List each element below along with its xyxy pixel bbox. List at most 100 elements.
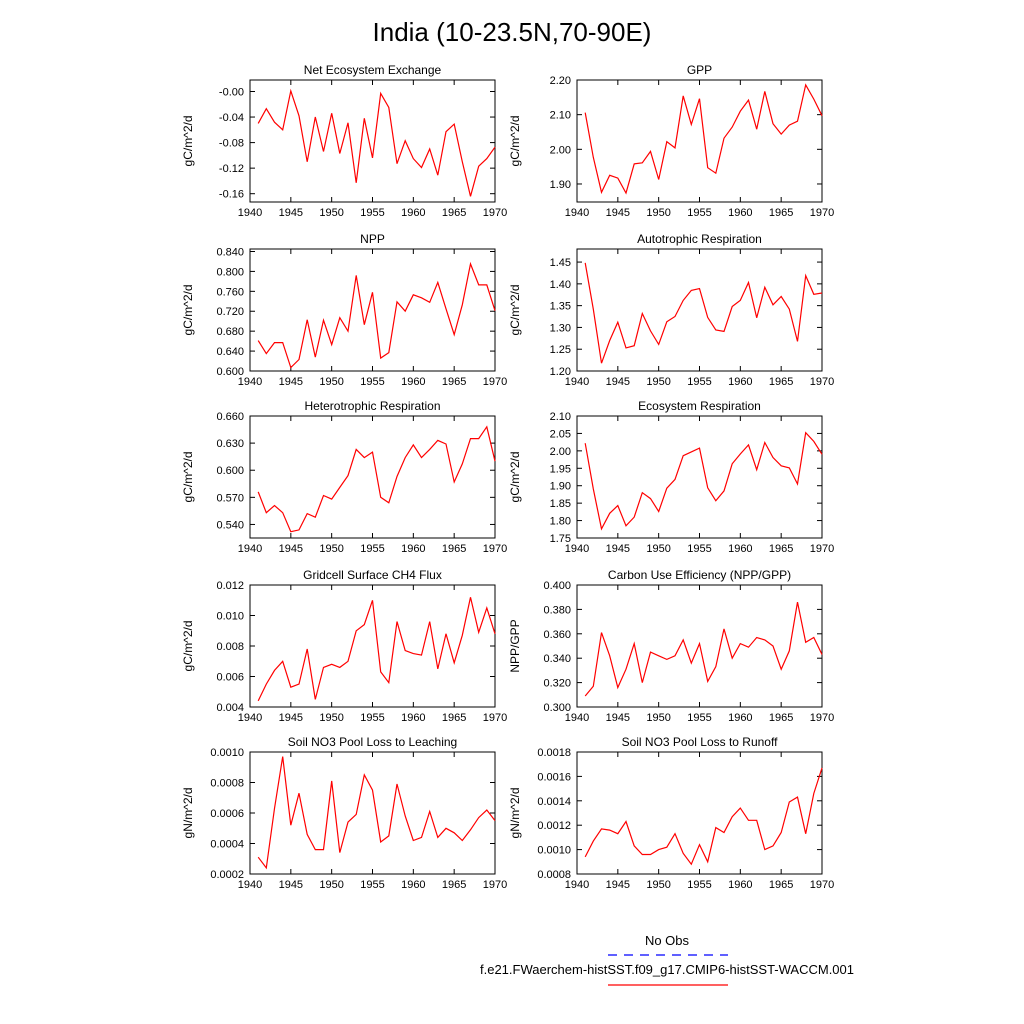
y-tick-label: 0.0004 xyxy=(210,839,244,851)
series-line-autotrophic-respiration xyxy=(584,262,823,364)
legend: No Obs f.e21.FWaerchem-histSST.f09_g17.C… xyxy=(480,933,854,986)
y-tick-label: 1.85 xyxy=(550,498,571,510)
y-tick-label: 2.00 xyxy=(550,144,571,156)
y-tick-label: 0.012 xyxy=(216,580,244,592)
y-tick-label: 0.760 xyxy=(216,286,244,298)
y-tick-label: -0.04 xyxy=(219,112,244,124)
x-tick-label: 1945 xyxy=(606,712,630,724)
x-tick-label: 1945 xyxy=(606,543,630,555)
x-tick-label: 1970 xyxy=(483,207,507,219)
x-tick-label: 1965 xyxy=(442,543,466,555)
y-tick-label: 0.0008 xyxy=(537,869,571,881)
panel-net-ecosystem-exchange: Net Ecosystem Exchange 1940 1945 1950 1955 19… xyxy=(181,63,507,219)
x-tick-label: 1940 xyxy=(565,543,589,555)
x-tick-label: 1940 xyxy=(238,712,262,724)
x-tick-label: 1950 xyxy=(646,543,670,555)
panel-ecosystem-respiration: Ecosystem Respiration 1940 1945 1950 1955 196… xyxy=(508,399,834,555)
panel-title: Net Ecosystem Exchange xyxy=(304,63,442,77)
panel-carbon-use-efficiency-npp-gpp: Carbon Use Efficiency (NPP/GPP) 1940 1945 1… xyxy=(508,568,834,724)
series-line-net-ecosystem-exchange xyxy=(257,88,496,197)
x-tick-label: 1970 xyxy=(483,376,507,388)
y-tick-label: 0.720 xyxy=(216,306,244,318)
x-tick-label: 1960 xyxy=(728,207,752,219)
x-tick-label: 1970 xyxy=(483,712,507,724)
x-tick-label: 1960 xyxy=(401,543,425,555)
x-tick-label: 1970 xyxy=(810,376,834,388)
y-axis-label: gC/m^2/d xyxy=(508,285,522,336)
y-tick-label: 0.006 xyxy=(216,672,244,684)
x-tick-label: 1955 xyxy=(687,712,711,724)
y-tick-label: 0.0008 xyxy=(210,778,244,790)
y-tick-label: 0.010 xyxy=(216,611,244,623)
y-tick-label: -0.12 xyxy=(219,163,244,175)
x-tick-label: 1955 xyxy=(360,543,384,555)
series-line-gridcell-surface-ch4-flux xyxy=(257,597,496,702)
x-tick-label: 1955 xyxy=(687,207,711,219)
x-tick-label: 1970 xyxy=(810,207,834,219)
y-tick-label: 0.640 xyxy=(216,346,244,358)
series-line-soil-no3-pool-loss-to-runoff xyxy=(584,767,823,866)
x-tick-label: 1965 xyxy=(442,712,466,724)
x-tick-label: 1960 xyxy=(728,879,752,891)
y-tick-label: 1.25 xyxy=(550,344,571,356)
y-tick-label: 0.0010 xyxy=(537,845,571,857)
series-line-soil-no3-pool-loss-to-leaching xyxy=(257,756,496,870)
x-tick-label: 1950 xyxy=(319,712,343,724)
panel-title: Carbon Use Efficiency (NPP/GPP) xyxy=(608,568,791,582)
x-tick-label: 1970 xyxy=(810,712,834,724)
x-tick-label: 1970 xyxy=(483,879,507,891)
x-tick-label: 1940 xyxy=(238,207,262,219)
y-tick-label: 0.0016 xyxy=(537,771,571,783)
x-tick-label: 1945 xyxy=(606,879,630,891)
x-tick-label: 1970 xyxy=(483,543,507,555)
x-tick-label: 1965 xyxy=(442,207,466,219)
y-tick-label: 0.630 xyxy=(216,438,244,450)
x-tick-label: 1965 xyxy=(769,207,793,219)
y-axis-label: gC/m^2/d xyxy=(181,116,195,167)
x-tick-label: 1950 xyxy=(646,207,670,219)
y-tick-label: -0.00 xyxy=(219,86,244,98)
x-tick-label: 1940 xyxy=(565,879,589,891)
y-axis-label: gC/m^2/d xyxy=(181,621,195,672)
y-axis-label: gC/m^2/d xyxy=(181,285,195,336)
y-tick-label: 0.320 xyxy=(543,678,571,690)
x-tick-label: 1965 xyxy=(769,879,793,891)
y-tick-label: 1.95 xyxy=(550,463,571,475)
x-tick-label: 1960 xyxy=(728,376,752,388)
panel-title: NPP xyxy=(360,232,385,246)
panel-gpp: GPP 1940 1945 1950 1955 1960 1965 1970 1.90 2.00 2… xyxy=(508,63,834,219)
y-tick-label: 0.300 xyxy=(543,702,571,714)
x-tick-label: 1960 xyxy=(728,712,752,724)
panel-title: Ecosystem Respiration xyxy=(638,399,761,413)
y-tick-label: -0.08 xyxy=(219,138,244,150)
x-tick-label: 1950 xyxy=(646,376,670,388)
y-tick-label: 0.0014 xyxy=(537,796,571,808)
plot-frame xyxy=(249,751,496,875)
y-axis-label: gC/m^2/d xyxy=(508,452,522,503)
x-tick-label: 1965 xyxy=(769,712,793,724)
panel-heterotrophic-respiration: Heterotrophic Respiration 1940 1945 1950 195… xyxy=(181,399,507,555)
x-tick-label: 1945 xyxy=(279,207,303,219)
panel-title: Soil NO3 Pool Loss to Runoff xyxy=(622,735,779,749)
y-tick-label: 0.570 xyxy=(216,492,244,504)
x-tick-label: 1945 xyxy=(606,376,630,388)
series-line-gpp xyxy=(584,83,823,195)
y-tick-label: 0.400 xyxy=(543,580,571,592)
y-tick-label: 0.360 xyxy=(543,629,571,641)
x-tick-label: 1955 xyxy=(360,712,384,724)
plot-frame xyxy=(576,751,823,875)
y-tick-label: 1.35 xyxy=(550,301,571,313)
y-tick-label: 1.30 xyxy=(550,322,571,334)
x-tick-label: 1945 xyxy=(279,543,303,555)
y-tick-label: 1.80 xyxy=(550,516,571,528)
plot-frame xyxy=(576,79,823,203)
y-tick-label: 1.75 xyxy=(550,533,571,545)
y-tick-label: 0.0012 xyxy=(537,820,571,832)
x-tick-label: 1940 xyxy=(238,543,262,555)
y-tick-label: 2.05 xyxy=(550,428,571,440)
x-tick-label: 1965 xyxy=(769,376,793,388)
x-tick-label: 1950 xyxy=(646,879,670,891)
y-axis-label: gC/m^2/d xyxy=(508,116,522,167)
panel-soil-no3-pool-loss-to-leaching: Soil NO3 Pool Loss to Leaching 1940 1945 19… xyxy=(181,735,507,891)
